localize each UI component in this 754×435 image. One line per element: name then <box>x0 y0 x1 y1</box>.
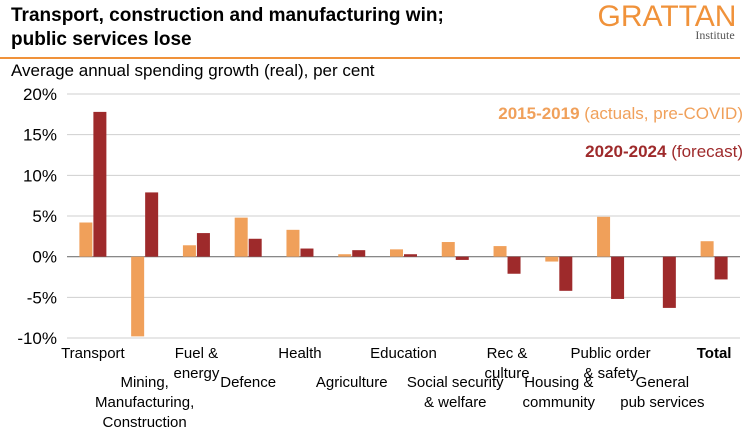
bar-forecast <box>404 254 417 257</box>
x-tick-label-line: Defence <box>220 374 276 391</box>
title-line-2: public services lose <box>11 29 192 50</box>
x-tick-label-line: Housing & <box>524 374 593 391</box>
x-tick-label-line: Rec & <box>487 345 528 362</box>
bar-forecast <box>507 256 521 274</box>
bar-actuals <box>182 245 196 257</box>
bar-actuals <box>545 256 559 262</box>
bar-actuals <box>700 241 714 257</box>
legend-entry-2: 2020-2024 (forecast) <box>585 142 743 162</box>
bar-forecast <box>248 238 262 257</box>
y-tick-label: 5% <box>32 207 57 226</box>
x-tick-label-line: Agriculture <box>316 374 388 391</box>
bar-forecast <box>145 192 159 257</box>
title-divider <box>0 57 740 59</box>
x-tick-label-line: Mining, <box>120 374 168 391</box>
chart-title: Transport, construction and manufacturin… <box>11 4 444 52</box>
x-tick-label-line: Construction <box>103 414 187 431</box>
x-tick-label-line: Public order <box>571 345 651 362</box>
x-tick-label-line: Total <box>697 345 732 362</box>
y-tick-label: 10% <box>23 166 57 185</box>
x-tick-label-line: Fuel & <box>175 345 218 362</box>
bar-forecast <box>455 256 469 260</box>
bar-actuals <box>234 217 248 257</box>
x-tick-label-line: Health <box>278 345 321 362</box>
x-tick-label: General pub services <box>620 374 704 411</box>
title-line-1: Transport, construction and manufacturin… <box>11 5 444 26</box>
x-tick-label: Defence <box>220 374 276 391</box>
bar-actuals <box>493 246 507 257</box>
x-tick-label-line: Manufacturing, <box>95 394 194 411</box>
x-tick-label: Total <box>697 345 732 362</box>
bar-forecast <box>93 111 107 257</box>
y-tick-label: 15% <box>23 126 57 145</box>
y-tick-label: -5% <box>27 288 57 307</box>
bar-forecast <box>196 233 210 257</box>
x-tick-label: Fuel & energy <box>173 345 219 382</box>
y-tick-label: 0% <box>32 248 57 267</box>
bar-forecast <box>714 256 728 280</box>
bar-actuals <box>286 229 300 257</box>
bar-actuals <box>338 254 352 257</box>
legend-entry-1: 2015-2019 (actuals, pre-COVID) <box>498 104 743 124</box>
y-tick-label: 20% <box>23 85 57 104</box>
x-tick-label: Housing & community <box>523 374 596 411</box>
bar-actuals <box>441 242 455 257</box>
logo-wordmark: GRATTAN <box>597 0 737 33</box>
chart-subtitle: Average annual spending growth (real), p… <box>11 61 375 80</box>
bar-actuals <box>79 222 93 257</box>
x-tick-label: Public order & safety <box>571 345 651 382</box>
x-tick-label-line: General <box>636 374 689 391</box>
x-tick-label: Mining, Manufacturing, Construction <box>95 374 194 431</box>
x-tick-label-line: & safety <box>583 365 638 382</box>
legend-name-1: 2015-2019 <box>498 104 580 123</box>
x-tick-label: Social security & welfare <box>407 374 504 411</box>
y-tick-label: -10% <box>17 329 57 348</box>
bar-actuals <box>390 249 403 257</box>
x-tick-label-line: & welfare <box>424 394 487 411</box>
x-tick-label-line: culture <box>485 365 530 382</box>
x-tick-label-line: pub services <box>620 394 704 411</box>
x-tick-label: Rec & culture <box>485 345 530 382</box>
grattan-logo: GRATTAN Institute <box>597 2 737 47</box>
bar-forecast <box>300 248 314 257</box>
bar-forecast <box>559 256 573 291</box>
bar-forecast <box>611 256 625 299</box>
legend-name-2: 2020-2024 <box>585 142 667 161</box>
x-tick-label-line: Transport <box>61 345 125 362</box>
x-tick-label: Transport <box>61 345 125 362</box>
logo-subtext: Institute <box>695 28 735 42</box>
x-tick-label-line: Education <box>370 345 437 362</box>
x-tick-label-line: Social security <box>407 374 504 391</box>
x-tick-label: Agriculture <box>316 374 388 391</box>
legend-suffix-1: (actuals, pre-COVID) <box>579 104 743 123</box>
bar-actuals <box>597 216 611 257</box>
x-tick-label: Health <box>278 345 321 362</box>
x-tick-label: Education <box>370 345 437 362</box>
bar-forecast <box>352 250 366 257</box>
bar-forecast <box>662 256 676 308</box>
x-tick-label-line: energy <box>173 365 219 382</box>
legend-suffix-2: (forecast) <box>666 142 743 161</box>
x-tick-label-line: community <box>523 394 596 411</box>
bar-actuals <box>131 256 145 337</box>
